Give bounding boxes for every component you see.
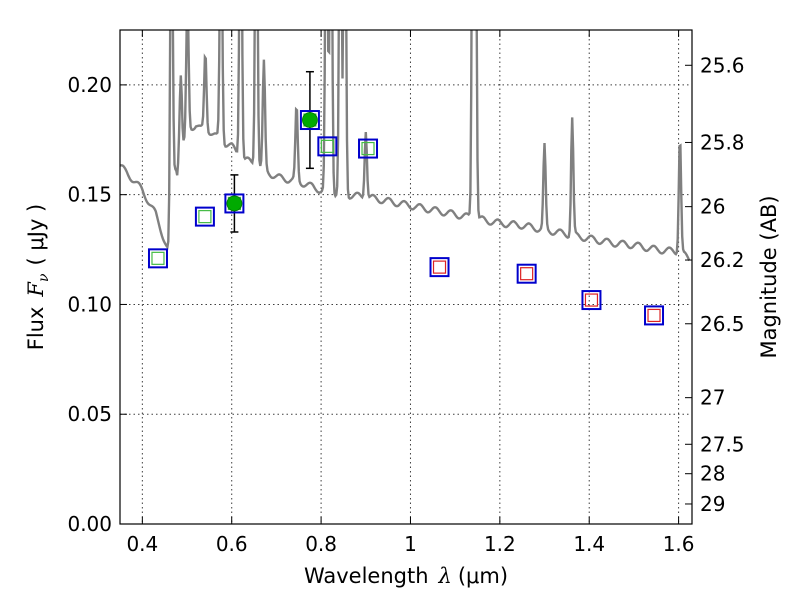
y2-tick-label: 28 — [700, 462, 725, 486]
y-axis-label-symbol: F — [24, 281, 48, 298]
model-square-inner — [198, 210, 212, 224]
grid-lines — [120, 30, 692, 525]
model-square-inner — [320, 139, 334, 153]
model-square-outer — [516, 263, 537, 284]
y2-tick-label: 26 — [700, 195, 725, 219]
y2-tick-label: 27 — [700, 386, 725, 410]
x-axis-label-symbol: λ — [438, 564, 452, 588]
x-tick-label: 0.4 — [126, 532, 158, 556]
model-square-outer — [644, 305, 665, 326]
data-markers — [147, 70, 665, 326]
y-axis-label-subscript: ν — [36, 273, 52, 282]
observed-point — [226, 195, 243, 212]
y2-axis-label: Magnitude (AB) — [757, 195, 781, 358]
y-axis-label-unit: ( μJy ) — [24, 204, 48, 266]
model-square-outer — [581, 290, 602, 311]
model-square-outer — [194, 206, 215, 227]
model-square-outer — [147, 248, 168, 269]
y-tick-label: 0.10 — [67, 292, 112, 316]
x-tick-label: 1.2 — [484, 532, 516, 556]
x-axis-label: Wavelength λ (μm) — [304, 564, 508, 588]
observed-point — [302, 112, 318, 128]
y2-tick-label: 29 — [700, 492, 725, 516]
y-tick-label: 0.20 — [67, 73, 112, 97]
model-square-inner — [584, 293, 599, 307]
y2-tick-label: 26.5 — [700, 312, 745, 336]
y-tick-label: 0.05 — [67, 402, 112, 426]
model-square-inner — [361, 141, 375, 156]
x-tick-label: 1.6 — [663, 532, 695, 556]
y2-tick-label: 27.5 — [700, 432, 745, 456]
model-square-inner — [520, 267, 534, 281]
model-square-inner — [647, 308, 661, 323]
y-tick-label: 0.15 — [67, 183, 112, 207]
y2-tick-label: 25.6 — [700, 53, 745, 77]
model-square-inner — [432, 260, 447, 274]
x-tick-label: 1 — [404, 532, 417, 556]
x-tick-label: 1.4 — [573, 532, 605, 556]
x-tick-label: 0.8 — [305, 532, 337, 556]
model-square-outer — [299, 110, 320, 131]
y-axis-label: Flux Fν ( μJy ) — [24, 204, 52, 350]
model-square-inner — [151, 251, 165, 265]
model-square-outer — [429, 257, 450, 278]
plot-frame — [119, 29, 693, 525]
model-square-outer — [224, 193, 245, 214]
axes: 0.4 0.6 0.8 1 1.2 1.4 1.6 0.00 0.05 0.10 0.15 0.20 2… — [67, 30, 745, 556]
spectrum-line — [120, 30, 691, 262]
x-axis-label-unit: (μm) — [458, 564, 508, 588]
y2-tick-label: 26.2 — [700, 248, 745, 272]
template-spectrum-layer — [120, 30, 691, 262]
model-square-outer — [317, 136, 338, 157]
y-tick-label: 0.00 — [67, 512, 112, 536]
y2-tick-label: 25.8 — [700, 130, 745, 154]
y-axis-label-text: Flux — [24, 307, 48, 351]
model-square-outer — [358, 138, 379, 159]
x-tick-label: 0.6 — [216, 532, 248, 556]
x-axis-label-text: Wavelength — [304, 564, 429, 588]
